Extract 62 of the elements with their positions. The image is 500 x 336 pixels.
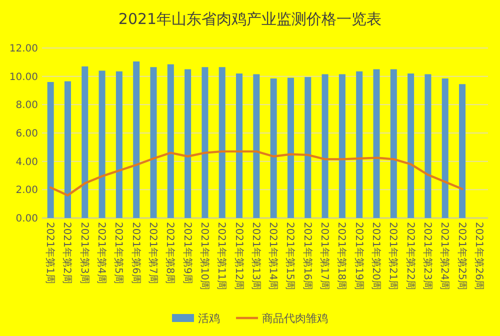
- x-tick-label: 2021年第16周: [301, 222, 314, 290]
- x-tick-label: 2021年第15周: [284, 222, 296, 290]
- x-tick-label: 2021年第5周: [112, 222, 125, 284]
- bar: [184, 69, 192, 218]
- bar: [253, 74, 260, 218]
- bar: [236, 74, 243, 218]
- x-tick-label: 2021年第13周: [250, 222, 262, 290]
- x-tick-label: 2021年第12周: [232, 222, 245, 290]
- x-tick-label: 2021年第24周: [438, 222, 451, 290]
- y-tick-label: 10.00: [9, 72, 38, 83]
- x-tick-label: 2021年第21周: [387, 222, 400, 290]
- bar: [373, 69, 380, 218]
- x-tick-label: 2021年第25周: [456, 222, 468, 290]
- x-tick-label: 2021年第1周: [44, 222, 56, 284]
- legend-label: 活鸡: [198, 312, 220, 325]
- bar: [390, 69, 397, 218]
- bar: [442, 78, 448, 218]
- bar: [218, 67, 226, 218]
- y-tick-label: 6.00: [16, 128, 38, 140]
- x-tick-label: 2021年第2周: [61, 222, 74, 284]
- x-tick-label: 2021年第10周: [198, 222, 210, 290]
- bar: [270, 78, 277, 218]
- bar: [64, 81, 71, 218]
- bar: [338, 74, 346, 218]
- y-tick-label: 4.00: [16, 156, 38, 168]
- x-tick-label: 2021年第4周: [96, 222, 108, 284]
- x-tick-label: 2021年第14周: [267, 222, 280, 290]
- y-tick-label: 8.00: [16, 100, 38, 112]
- bar: [424, 74, 432, 218]
- line-series: [49, 150, 464, 196]
- bar: [167, 64, 174, 218]
- x-tick-label: 2021年第8周: [164, 222, 176, 284]
- x-tick-label: 2021年第7周: [147, 222, 159, 284]
- x-tick-label: 2021年第19周: [352, 222, 365, 290]
- x-tick-label: 2021年第20周: [370, 222, 382, 290]
- x-tick-label: 2021年第18周: [336, 222, 348, 290]
- bar: [116, 71, 122, 218]
- y-tick-label: 12.00: [9, 44, 38, 54]
- bar: [304, 77, 312, 218]
- x-tick-label: 2021年第23周: [421, 222, 434, 290]
- bar: [98, 70, 106, 218]
- legend-label: 商品代肉雏鸡: [262, 312, 328, 325]
- bar: [202, 67, 208, 218]
- bar: [82, 66, 88, 218]
- x-tick-label: 2021年第11周: [216, 222, 228, 290]
- x-tick-label: 2021年第6周: [130, 222, 142, 284]
- x-tick-label: 2021年第9周: [181, 222, 194, 284]
- bar: [47, 82, 54, 218]
- x-tick-label: 2021年第17周: [318, 222, 331, 290]
- x-tick-label: 2021年第22周: [404, 222, 416, 290]
- x-tick-label: 2021年第26周: [472, 222, 485, 290]
- chart-title: 2021年山东省肉鸡产业监测价格一览表: [118, 10, 382, 28]
- x-tick-label: 2021年第3周: [78, 222, 90, 284]
- bar: [133, 61, 140, 218]
- bar: [459, 84, 466, 218]
- y-tick-label: 0.00: [16, 214, 38, 224]
- y-tick-label: 2.00: [16, 185, 38, 196]
- bar: [287, 78, 294, 218]
- bar: [150, 67, 157, 218]
- bar: [356, 71, 363, 218]
- bar: [322, 74, 328, 218]
- bar: [408, 74, 414, 218]
